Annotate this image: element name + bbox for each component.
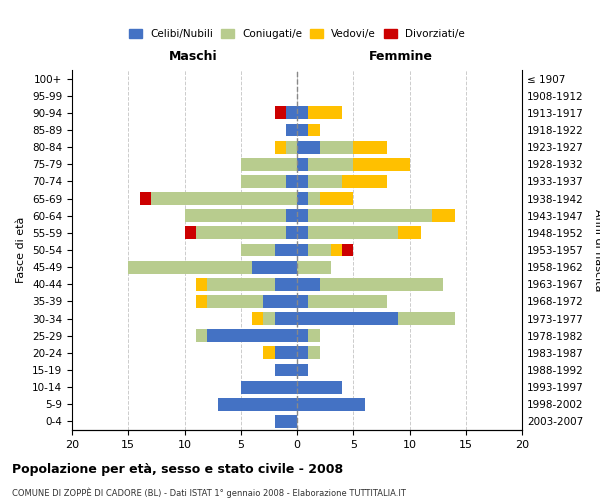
- Bar: [308, 175, 342, 188]
- Bar: [207, 278, 275, 290]
- Bar: [297, 226, 308, 239]
- Bar: [320, 192, 353, 205]
- Text: Popolazione per età, sesso e stato civile - 2008: Popolazione per età, sesso e stato civil…: [12, 462, 343, 475]
- Bar: [218, 398, 297, 410]
- Bar: [241, 244, 275, 256]
- Bar: [286, 226, 297, 239]
- Bar: [275, 415, 297, 428]
- Bar: [241, 380, 297, 394]
- Bar: [185, 226, 196, 239]
- Bar: [308, 295, 387, 308]
- Bar: [297, 380, 342, 394]
- Bar: [297, 210, 308, 222]
- Bar: [308, 158, 353, 170]
- Bar: [196, 295, 207, 308]
- Text: COMUNE DI ZOPPÈ DI CADORE (BL) - Dati ISTAT 1° gennaio 2008 - Elaborazione TUTTI: COMUNE DI ZOPPÈ DI CADORE (BL) - Dati IS…: [12, 488, 406, 498]
- Bar: [196, 278, 207, 290]
- Bar: [263, 295, 297, 308]
- Bar: [286, 175, 297, 188]
- Bar: [398, 312, 455, 325]
- Bar: [308, 124, 320, 136]
- Bar: [297, 260, 331, 274]
- Bar: [297, 244, 308, 256]
- Bar: [297, 192, 308, 205]
- Bar: [275, 106, 286, 120]
- Bar: [241, 175, 286, 188]
- Bar: [139, 192, 151, 205]
- Bar: [342, 244, 353, 256]
- Bar: [275, 278, 297, 290]
- Bar: [331, 244, 342, 256]
- Text: Maschi: Maschi: [169, 50, 218, 63]
- Bar: [353, 140, 387, 153]
- Bar: [297, 175, 308, 188]
- Text: Femmine: Femmine: [368, 50, 433, 63]
- Y-axis label: Anni di nascita: Anni di nascita: [593, 209, 600, 291]
- Bar: [308, 192, 320, 205]
- Bar: [286, 124, 297, 136]
- Bar: [286, 210, 297, 222]
- Bar: [275, 244, 297, 256]
- Bar: [286, 106, 297, 120]
- Bar: [432, 210, 455, 222]
- Bar: [353, 158, 409, 170]
- Y-axis label: Fasce di età: Fasce di età: [16, 217, 26, 283]
- Bar: [398, 226, 421, 239]
- Bar: [308, 210, 432, 222]
- Bar: [275, 346, 297, 360]
- Bar: [241, 158, 297, 170]
- Bar: [297, 158, 308, 170]
- Bar: [128, 260, 252, 274]
- Bar: [151, 192, 297, 205]
- Bar: [297, 278, 320, 290]
- Bar: [275, 364, 297, 376]
- Bar: [185, 210, 286, 222]
- Legend: Celibi/Nubili, Coniugati/e, Vedovi/e, Divorziati/e: Celibi/Nubili, Coniugati/e, Vedovi/e, Di…: [125, 25, 469, 44]
- Bar: [196, 330, 207, 342]
- Bar: [297, 124, 308, 136]
- Bar: [320, 278, 443, 290]
- Bar: [297, 346, 308, 360]
- Bar: [297, 140, 320, 153]
- Bar: [342, 175, 387, 188]
- Bar: [196, 226, 286, 239]
- Bar: [308, 106, 342, 120]
- Bar: [308, 330, 320, 342]
- Bar: [252, 312, 263, 325]
- Bar: [286, 140, 297, 153]
- Bar: [308, 346, 320, 360]
- Bar: [207, 295, 263, 308]
- Bar: [308, 226, 398, 239]
- Bar: [297, 364, 308, 376]
- Bar: [297, 106, 308, 120]
- Bar: [275, 312, 297, 325]
- Bar: [308, 244, 331, 256]
- Bar: [263, 346, 275, 360]
- Bar: [297, 312, 398, 325]
- Bar: [297, 295, 308, 308]
- Bar: [252, 260, 297, 274]
- Bar: [320, 140, 353, 153]
- Bar: [297, 330, 308, 342]
- Bar: [207, 330, 297, 342]
- Bar: [263, 312, 275, 325]
- Bar: [275, 140, 286, 153]
- Bar: [297, 398, 365, 410]
